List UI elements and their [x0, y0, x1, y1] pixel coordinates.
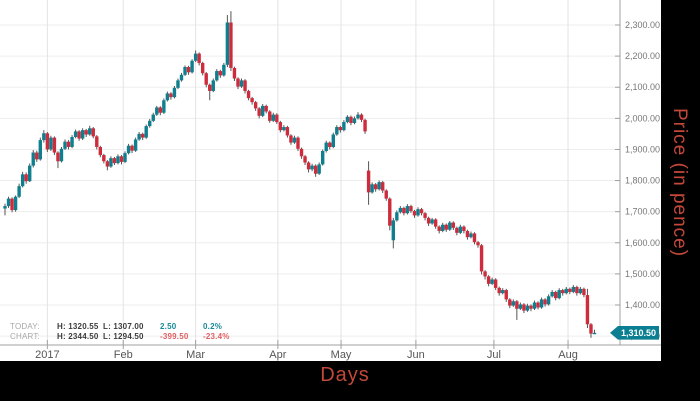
- chart-panel: 2,300.00 2,200.00 2,100.00 2,000.00 1,900.00…: [0, 0, 661, 361]
- month-gridlines: [46, 0, 569, 345]
- svg-text:1,800.00: 1,800.00: [625, 176, 660, 186]
- svg-text:Jul: Jul: [487, 349, 501, 361]
- horizontal-gridlines: [0, 24, 620, 337]
- svg-text:1,500.00: 1,500.00: [625, 269, 660, 279]
- month-axis-labels: 2017 Feb Mar Apr May Jun Jul Aug: [35, 340, 578, 361]
- today-change: 2.50: [160, 322, 177, 331]
- svg-text:1,900.00: 1,900.00: [625, 144, 660, 154]
- candlestick-chart[interactable]: 2,300.00 2,200.00 2,100.00 2,000.00 1,900.00…: [0, 0, 661, 361]
- chart-low: L: 1294.50: [103, 332, 144, 341]
- chart-change: -399.50: [160, 332, 189, 341]
- chart-change-pct: -23.4%: [203, 332, 230, 341]
- svg-text:Mar: Mar: [186, 349, 205, 361]
- svg-text:2,300.00: 2,300.00: [625, 20, 660, 30]
- chart-label: CHART:: [10, 332, 40, 341]
- y-axis-title: Price (in pence): [669, 108, 690, 258]
- svg-text:1,700.00: 1,700.00: [625, 207, 660, 217]
- svg-text:2017: 2017: [35, 349, 59, 361]
- svg-text:May: May: [331, 349, 352, 361]
- today-high: H: 1320.55: [57, 322, 99, 331]
- svg-text:2,100.00: 2,100.00: [625, 82, 660, 92]
- svg-text:Apr: Apr: [269, 349, 286, 361]
- svg-text:1,400.00: 1,400.00: [625, 300, 660, 310]
- chart-high: H: 2344.50: [57, 332, 99, 341]
- svg-text:1,600.00: 1,600.00: [625, 238, 660, 248]
- svg-text:1,310.50: 1,310.50: [621, 328, 656, 338]
- candles-layer: [3, 11, 597, 338]
- price-axis-labels: 2,300.00 2,200.00 2,100.00 2,000.00 1,900.00…: [615, 20, 660, 341]
- today-change-pct: 0.2%: [203, 322, 223, 331]
- today-label: TODAY:: [10, 322, 40, 331]
- today-stats-row: TODAY: H: 1320.55 L: 1307.00 2.50 0.2%: [10, 322, 230, 332]
- svg-text:Jun: Jun: [407, 349, 425, 361]
- last-price-badge: 1,310.50: [610, 326, 659, 340]
- svg-text:Aug: Aug: [558, 349, 578, 361]
- chart-stats-row: CHART: H: 2344.50 L: 1294.50 -399.50 -23…: [10, 332, 230, 342]
- ohlc-stats: TODAY: H: 1320.55 L: 1307.00 2.50 0.2% C…: [10, 322, 230, 342]
- svg-text:2,200.00: 2,200.00: [625, 51, 660, 61]
- svg-text:Feb: Feb: [114, 349, 133, 361]
- axis-lines: [0, 0, 661, 346]
- svg-text:2,000.00: 2,000.00: [625, 113, 660, 123]
- today-low: L: 1307.00: [103, 322, 144, 331]
- x-axis-title: Days: [320, 364, 370, 386]
